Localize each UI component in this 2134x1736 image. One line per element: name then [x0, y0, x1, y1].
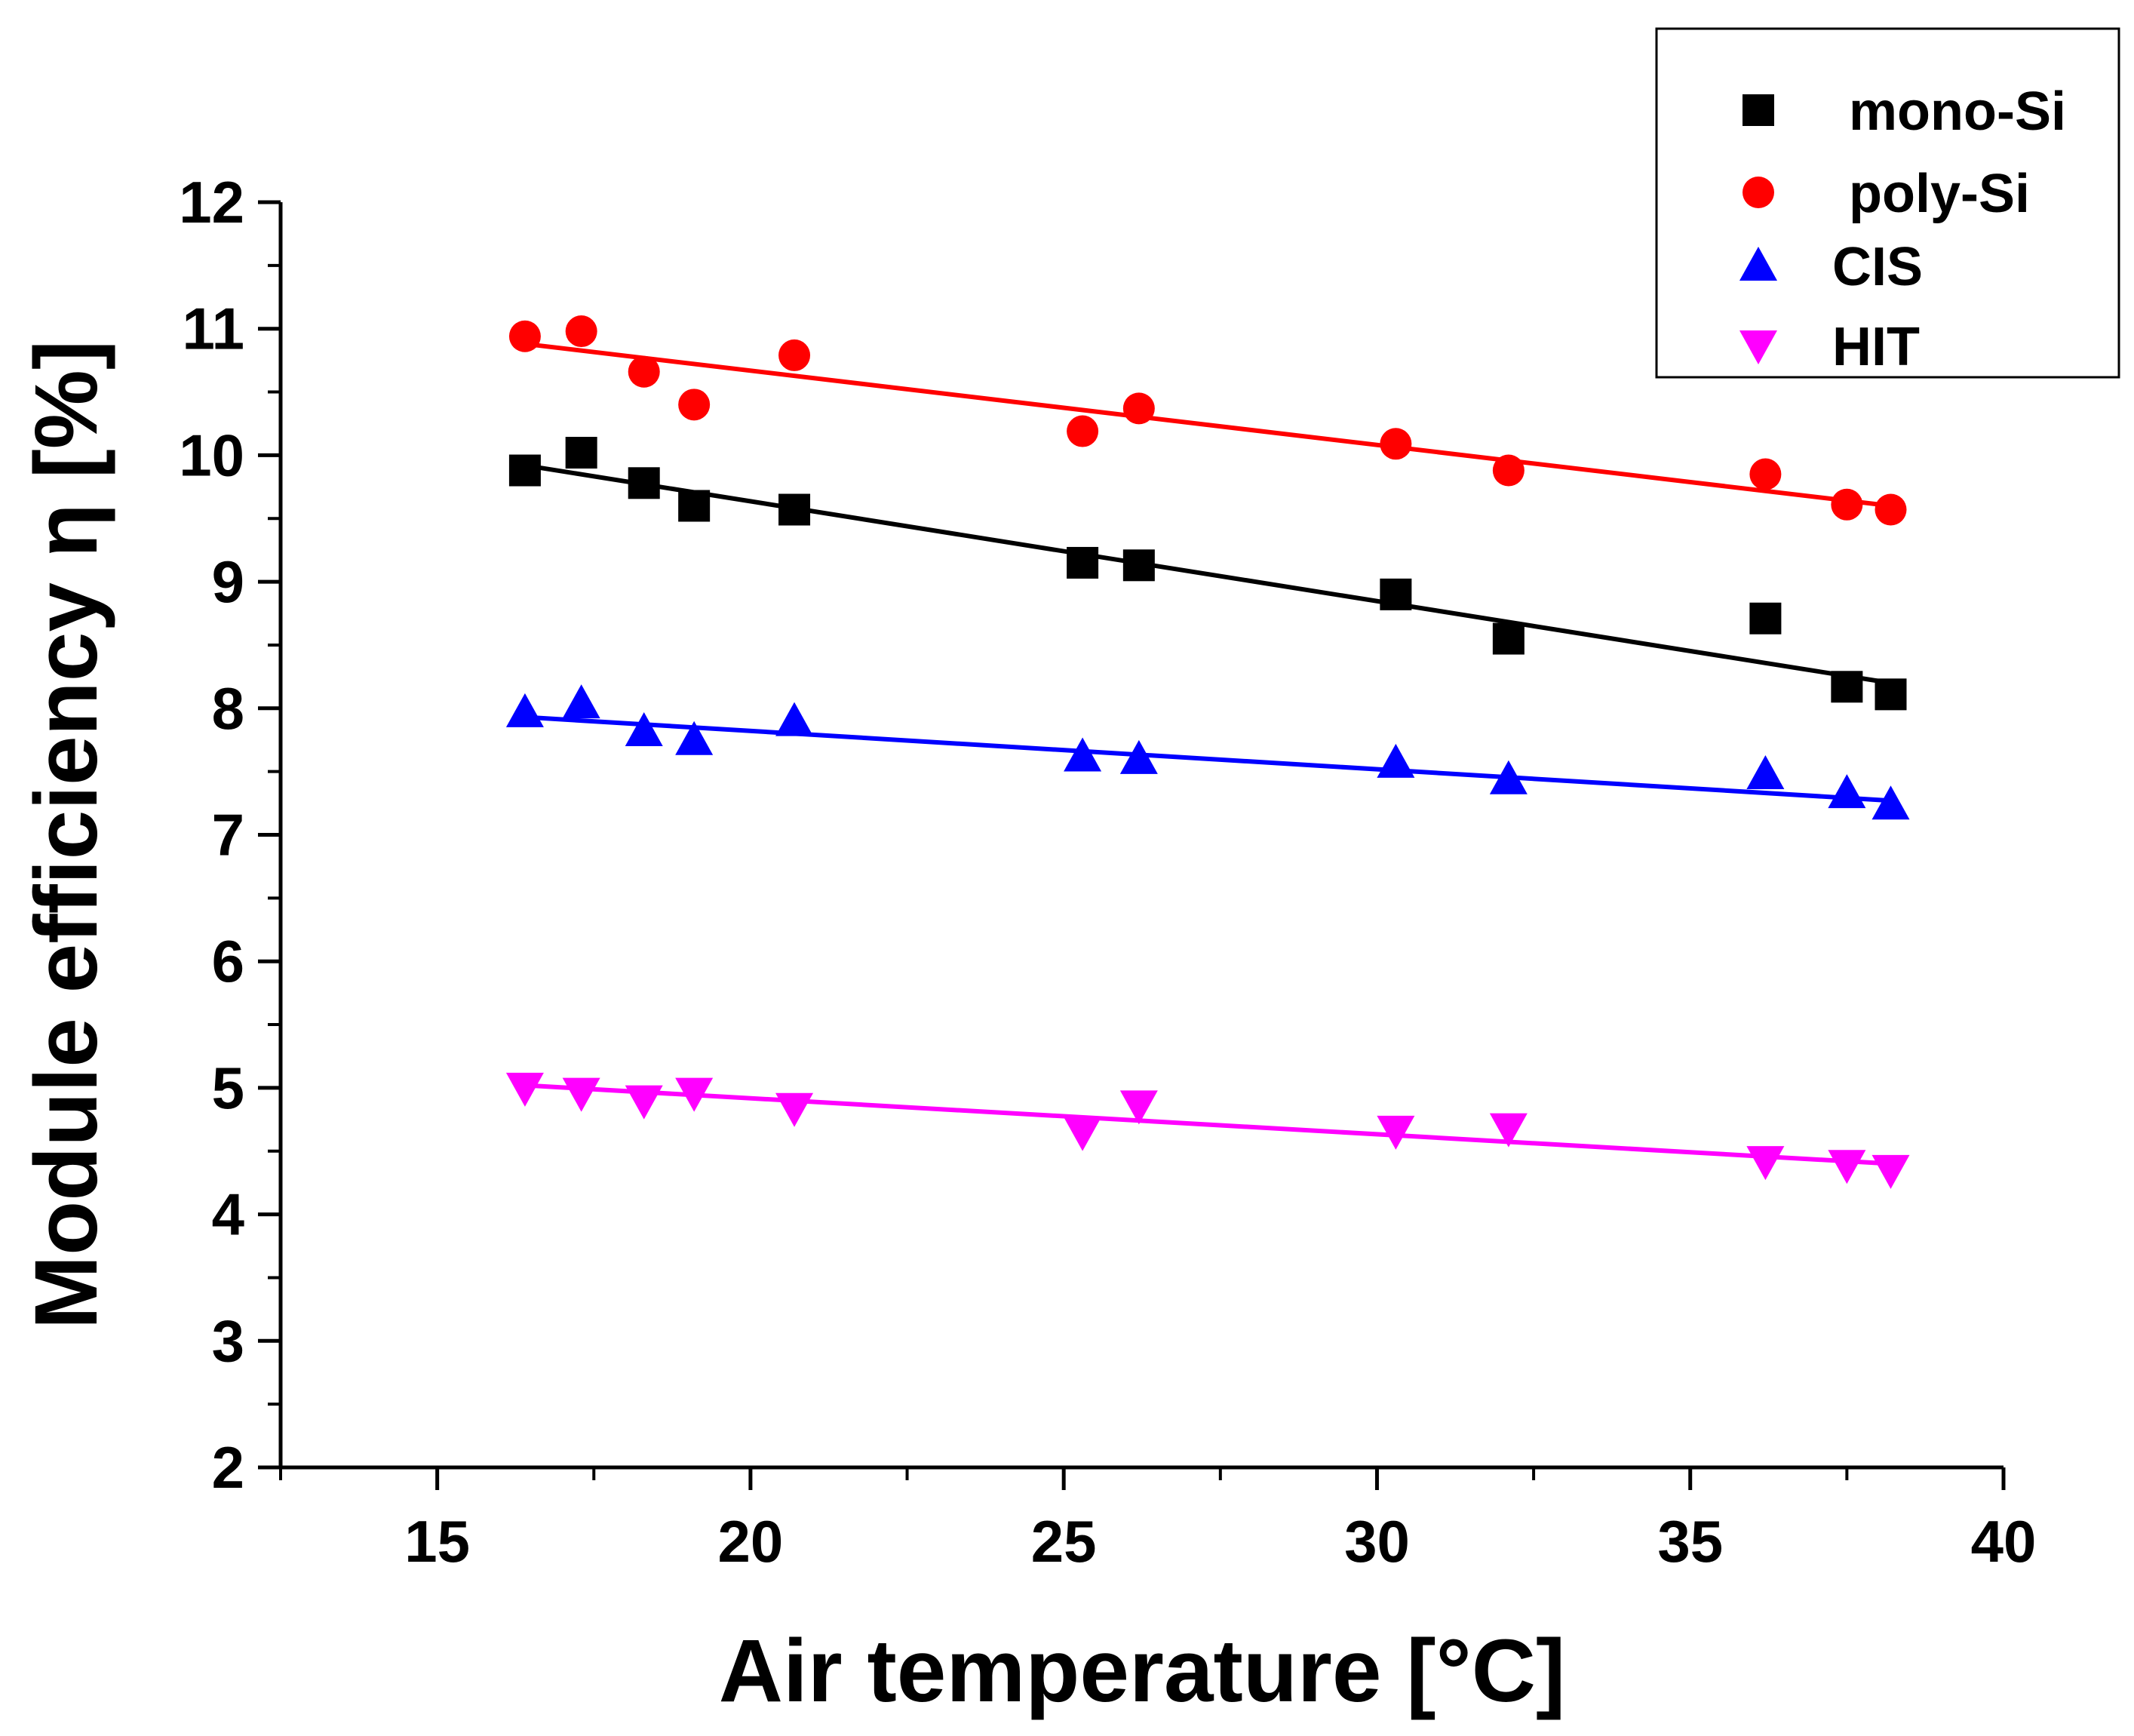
fit-line-hit [524, 1083, 1891, 1166]
data-point-mono-si [565, 437, 597, 469]
y-tick-label: 6 [212, 928, 244, 994]
data-point-cis [675, 721, 714, 755]
data-point-mono-si [628, 467, 660, 499]
data-point-cis [1489, 760, 1528, 794]
legend-label-poly-si: poly-Si [1849, 164, 2030, 224]
data-point-poly-si [1380, 428, 1412, 460]
data-point-cis [1746, 755, 1785, 790]
data-point-mono-si [1749, 602, 1782, 634]
data-point-hit [1064, 1117, 1102, 1151]
data-points [505, 315, 1910, 1189]
y-tick-label: 12 [179, 169, 244, 235]
data-point-cis [562, 684, 600, 719]
data-point-hit [1746, 1146, 1785, 1181]
y-tick-label: 10 [179, 422, 244, 488]
y-tick-label: 4 [212, 1181, 244, 1248]
x-tick-label: 35 [1657, 1508, 1723, 1575]
legend-marker-mono-si [1743, 94, 1774, 126]
axes: 2 3 4 5 6 7 8 9 10 11 12 15 20 25 30 35 40 [179, 169, 2036, 1575]
fit-line-poly-si [524, 341, 1891, 509]
legend-label-mono-si: mono-Si [1849, 81, 2066, 142]
data-point-cis [1828, 774, 1866, 809]
fit-lines [524, 341, 1891, 1166]
data-point-hit [1377, 1115, 1415, 1150]
data-point-mono-si [678, 490, 711, 522]
data-point-mono-si [508, 454, 541, 487]
data-point-poly-si [678, 389, 711, 421]
data-point-hit [675, 1077, 714, 1112]
legend-marker-poly-si [1743, 177, 1774, 208]
data-point-cis [775, 702, 814, 736]
data-point-poly-si [1067, 415, 1099, 447]
y-tick-label: 7 [212, 802, 244, 868]
x-tick-label: 40 [1971, 1508, 2037, 1575]
data-point-poly-si [1492, 454, 1525, 487]
data-point-hit [505, 1072, 544, 1107]
y-axis-title: Module efficiency η [%] [17, 340, 116, 1329]
data-point-cis [1119, 739, 1158, 774]
data-point-mono-si [1875, 678, 1907, 711]
data-point-hit [1871, 1154, 1910, 1189]
y-tick-label: 3 [212, 1307, 244, 1374]
data-point-poly-si [508, 320, 541, 352]
data-point-mono-si [1492, 622, 1525, 655]
legend-label-cis: CIS [1832, 237, 1923, 297]
data-point-poly-si [1875, 493, 1907, 526]
y-tick-label: 9 [212, 548, 244, 615]
x-tick-label: 15 [404, 1508, 470, 1575]
data-point-cis [625, 711, 663, 746]
data-point-mono-si [1122, 549, 1155, 582]
legend-box [1655, 27, 2120, 379]
data-point-poly-si [1122, 392, 1155, 425]
legend: mono-Si poly-Si CIS HIT [1655, 27, 2120, 379]
data-point-hit [1489, 1113, 1528, 1148]
data-point-hit [775, 1092, 814, 1127]
data-point-poly-si [1831, 488, 1863, 521]
x-tick-label: 25 [1031, 1508, 1097, 1575]
data-point-mono-si [778, 493, 811, 526]
data-point-cis [1064, 737, 1102, 772]
y-tick-label: 5 [212, 1055, 244, 1121]
data-point-mono-si [1831, 671, 1863, 703]
x-tick-label: 30 [1344, 1508, 1410, 1575]
fit-line-cis [524, 714, 1891, 803]
data-point-hit [625, 1085, 663, 1120]
data-point-cis [1871, 785, 1910, 820]
data-point-poly-si [778, 339, 811, 371]
data-point-hit [1828, 1150, 1866, 1184]
legend-label-hit: HIT [1832, 317, 1920, 377]
data-point-cis [505, 693, 544, 727]
data-point-hit [562, 1077, 600, 1112]
data-point-mono-si [1380, 578, 1412, 610]
data-point-poly-si [628, 355, 660, 388]
fit-line-mono-si [524, 462, 1891, 686]
data-point-mono-si [1067, 546, 1099, 579]
x-axis-title: Air temperature [°C] [719, 1621, 1566, 1721]
legend-marker-cis [1739, 247, 1777, 281]
legend-marker-hit [1739, 330, 1777, 364]
data-point-poly-si [1749, 458, 1782, 490]
y-tick-label: 8 [212, 675, 244, 742]
x-tick-label: 20 [718, 1508, 784, 1575]
y-tick-label: 2 [212, 1434, 244, 1501]
data-point-cis [1377, 743, 1415, 778]
data-point-poly-si [565, 315, 597, 348]
y-tick-label: 11 [183, 296, 244, 362]
data-point-hit [1119, 1090, 1158, 1125]
